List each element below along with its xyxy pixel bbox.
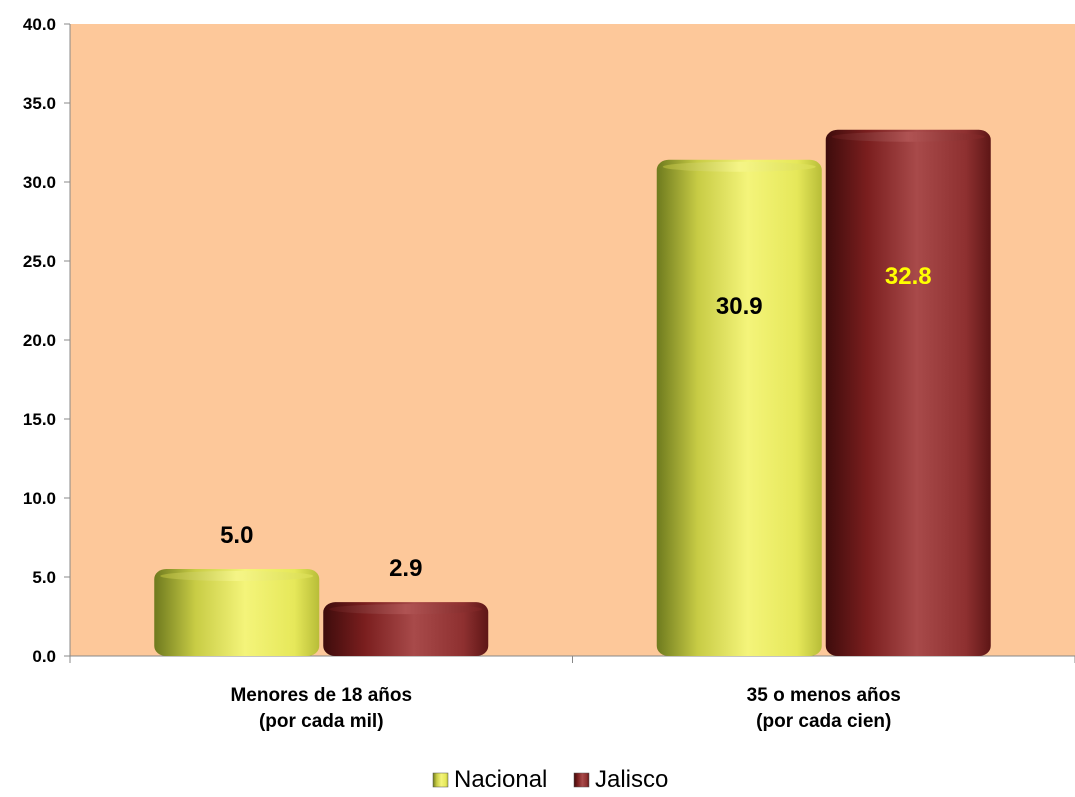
legend-label: Nacional	[454, 766, 547, 793]
y-tick-label: 10.0	[23, 489, 56, 508]
y-tick-label: 35.0	[23, 94, 56, 113]
bar-top-cap	[160, 571, 314, 581]
y-tick-label: 25.0	[23, 252, 56, 271]
bar-body	[323, 602, 489, 656]
x-category-label: 35 o menos años	[747, 685, 901, 706]
y-tick-label: 20.0	[23, 331, 56, 350]
y-tick-label: 15.0	[23, 410, 56, 429]
bar-top-cap	[831, 131, 985, 142]
bar-top-cap	[329, 604, 483, 615]
bar-nacional-1	[656, 159, 822, 656]
legend-swatch	[432, 772, 449, 788]
data-label-nacional-0: 5.0	[220, 522, 253, 549]
legend-label: Jalisco	[595, 766, 668, 793]
data-label-nacional-1: 30.9	[716, 293, 763, 320]
y-tick-label: 0.0	[32, 647, 56, 666]
x-category-label: Menores de 18 años	[230, 685, 412, 706]
bar-body	[656, 159, 822, 656]
bar-body	[154, 569, 320, 656]
x-category-label: (por cada cien)	[756, 711, 891, 732]
bar-nacional-0	[154, 569, 320, 656]
data-label-jalisco-0: 2.9	[389, 555, 422, 582]
y-tick-label: 5.0	[32, 568, 56, 587]
y-tick-label: 30.0	[23, 173, 56, 192]
legend-item-jalisco: Jalisco	[573, 766, 668, 793]
bar-top-cap	[662, 161, 816, 172]
bar-body	[825, 129, 991, 656]
y-tick-label: 40.0	[23, 15, 56, 34]
legend-item-nacional: Nacional	[432, 766, 547, 793]
legend-swatch	[573, 772, 590, 788]
bar-jalisco-0	[323, 602, 489, 656]
data-label-jalisco-1: 32.8	[885, 263, 932, 290]
x-category-label: (por cada mil)	[259, 711, 384, 732]
bar-jalisco-1	[825, 129, 991, 656]
